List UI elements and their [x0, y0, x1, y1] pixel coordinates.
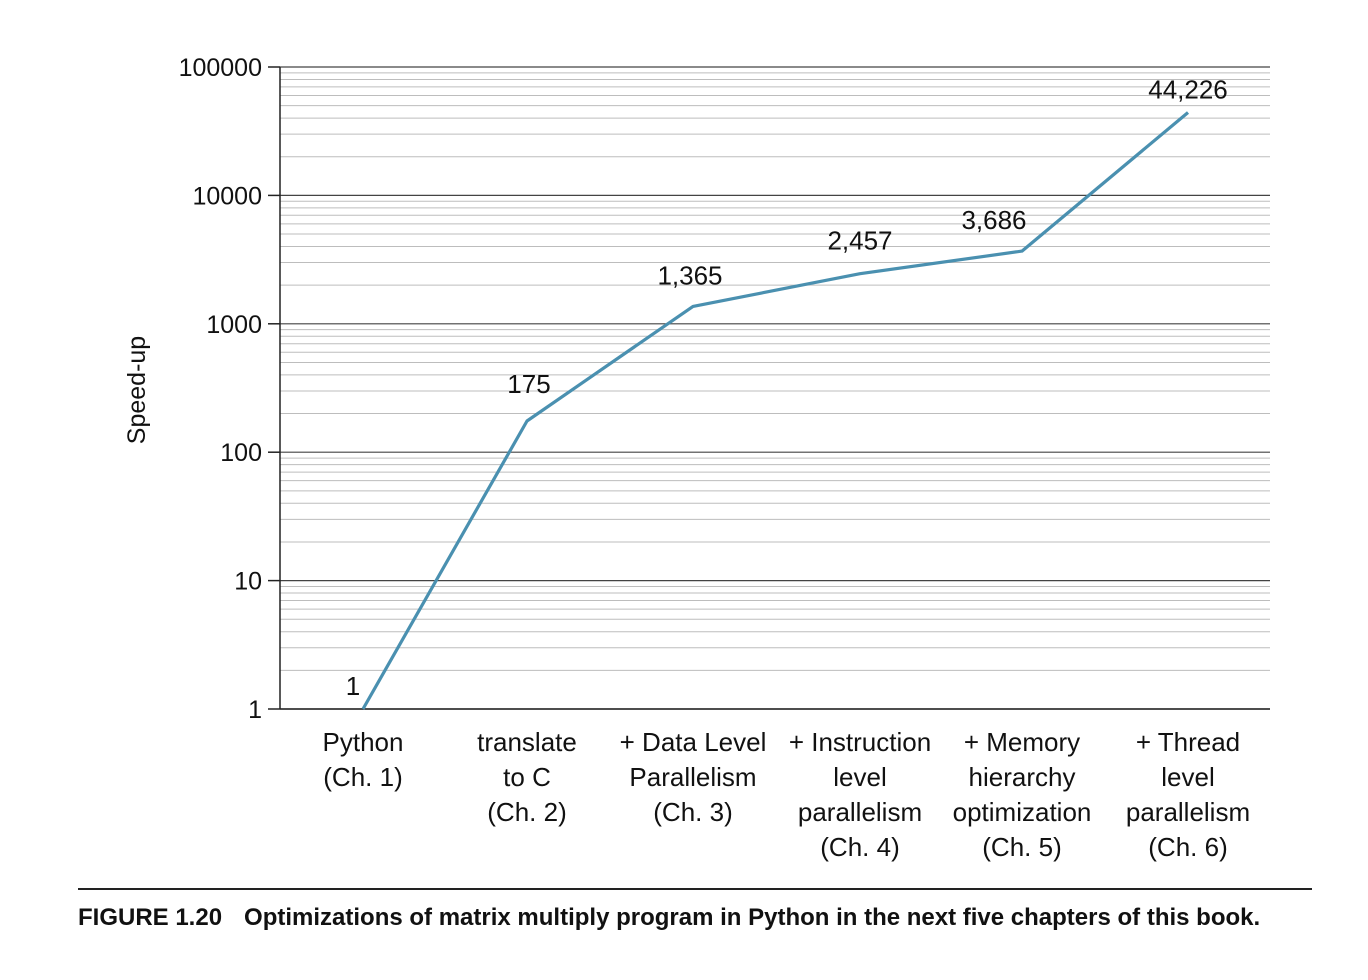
data-label: 175	[507, 369, 550, 399]
category-label: to C	[503, 762, 551, 792]
category-label: parallelism	[798, 797, 922, 827]
category-label: (Ch. 4)	[820, 832, 899, 862]
grid-lines	[280, 66, 1270, 710]
y-axis-title: Speed-up	[123, 336, 151, 444]
category-label: + Data Level	[620, 727, 767, 757]
data-labels: 1 175 1,365 2,457 3,686 44,226	[346, 74, 1228, 701]
data-label: 1	[346, 671, 360, 701]
category-label: parallelism	[1126, 797, 1250, 827]
y-tick-label: 1000	[206, 311, 262, 339]
category-label: (Ch. 5)	[982, 832, 1061, 862]
category-label: (Ch. 6)	[1148, 832, 1227, 862]
category-label: + Memory	[964, 727, 1080, 757]
category-label: translate	[477, 727, 577, 757]
data-label: 2,457	[827, 226, 892, 256]
y-tick-label: 100000	[179, 54, 262, 82]
caption-text: Optimizations of matrix multiply program…	[244, 904, 1261, 931]
data-label: 3,686	[961, 205, 1026, 235]
category-label: hierarchy	[969, 762, 1076, 792]
figure-number: FIGURE 1.20	[78, 904, 223, 931]
speedup-series-line	[361, 111, 1190, 710]
category-label: optimization	[953, 797, 1092, 827]
category-label: + Thread	[1136, 727, 1240, 757]
category-label: (Ch. 3)	[653, 797, 732, 827]
y-tick-label: 10000	[192, 182, 262, 210]
figure-caption: FIGURE 1.20 Optimizations of matrix multi…	[78, 901, 1318, 935]
data-label: 44,226	[1148, 74, 1228, 104]
speedup-line-chart: 1 10 100 1000 10000 100000 1 175 1,365 2,457 3,68…	[123, 54, 1270, 862]
y-tick-label: 1	[248, 696, 262, 724]
axes	[268, 66, 1270, 710]
category-label: Python	[323, 727, 404, 757]
x-category-labels: Python (Ch. 1) translate to C (Ch. 2) + Data …	[323, 727, 1251, 862]
y-tick-label: 100	[220, 439, 262, 467]
category-label: (Ch. 2)	[487, 797, 566, 827]
category-label: Parallelism	[629, 762, 756, 792]
y-tick-labels: 1 10 100 1000 10000 100000	[179, 54, 262, 724]
category-label: level	[1161, 762, 1214, 792]
caption-divider	[78, 888, 1312, 890]
y-tick-label: 10	[234, 568, 262, 596]
category-label: level	[833, 762, 886, 792]
category-label: + Instruction	[789, 727, 931, 757]
category-label: (Ch. 1)	[323, 762, 402, 792]
series-line-layer	[361, 111, 1190, 710]
data-label: 1,365	[657, 260, 722, 290]
